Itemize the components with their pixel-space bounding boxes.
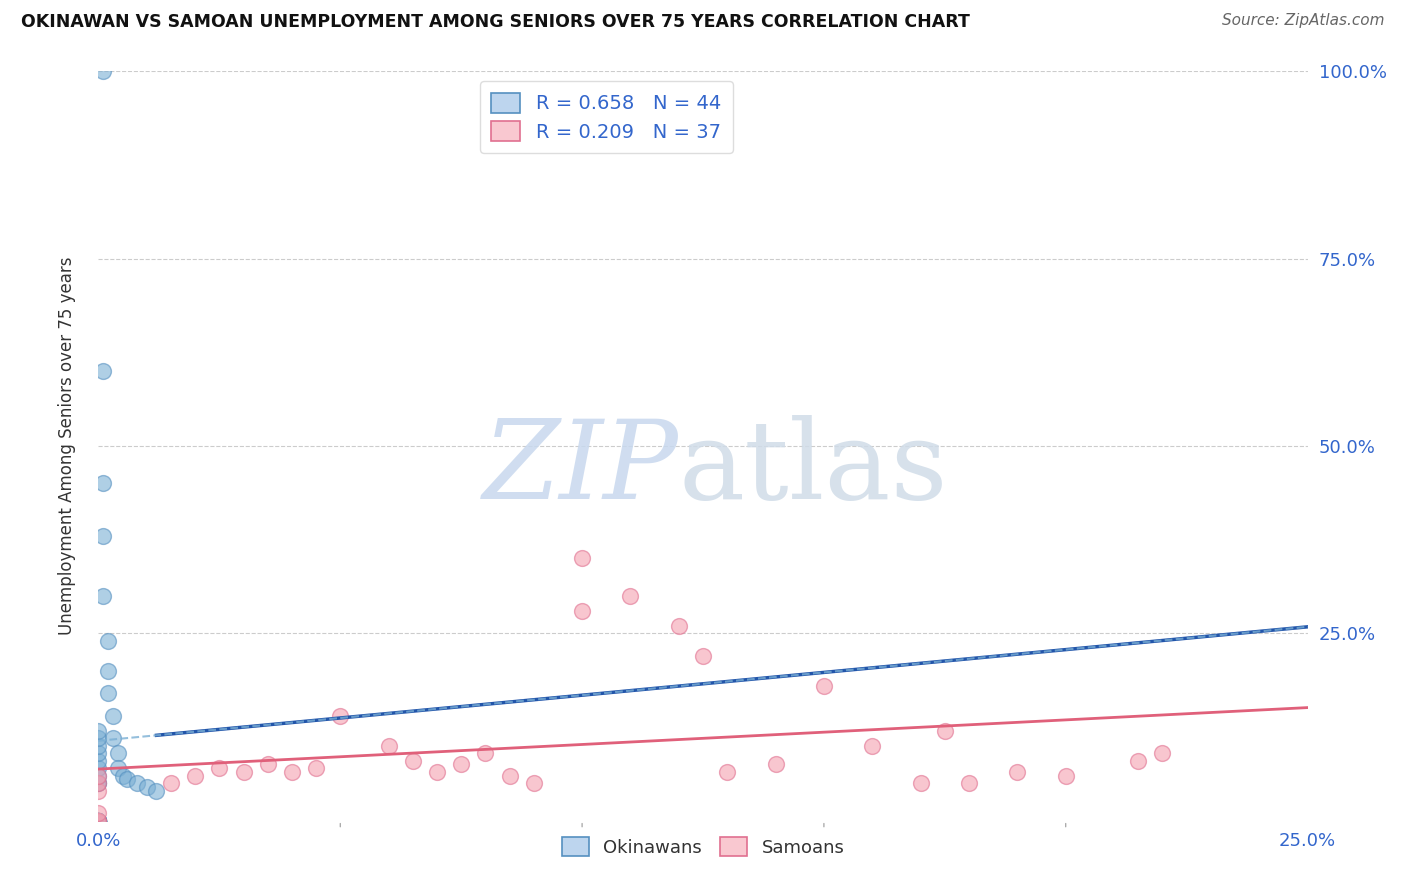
Point bbox=[1152, 746, 1174, 760]
Point bbox=[91, 529, 114, 543]
Point bbox=[619, 589, 641, 603]
Point bbox=[523, 776, 546, 790]
Point bbox=[498, 769, 520, 783]
Point bbox=[87, 814, 110, 828]
Point bbox=[87, 806, 110, 821]
Point bbox=[910, 776, 932, 790]
Point bbox=[87, 769, 110, 783]
Point bbox=[87, 814, 110, 828]
Point bbox=[957, 776, 980, 790]
Text: OKINAWAN VS SAMOAN UNEMPLOYMENT AMONG SENIORS OVER 75 YEARS CORRELATION CHART: OKINAWAN VS SAMOAN UNEMPLOYMENT AMONG SE… bbox=[21, 13, 970, 31]
Point bbox=[87, 814, 110, 828]
Point bbox=[87, 814, 110, 828]
Point bbox=[934, 723, 956, 738]
Point bbox=[87, 776, 110, 790]
Point bbox=[87, 814, 110, 828]
Point bbox=[305, 761, 328, 775]
Point bbox=[111, 769, 134, 783]
Point bbox=[281, 764, 304, 779]
Point bbox=[87, 814, 110, 828]
Point bbox=[101, 708, 124, 723]
Point bbox=[117, 772, 139, 787]
Text: atlas: atlas bbox=[679, 415, 949, 522]
Point bbox=[87, 814, 110, 828]
Point bbox=[87, 814, 110, 828]
Point bbox=[692, 648, 714, 663]
Point bbox=[87, 814, 110, 828]
Point bbox=[450, 757, 472, 772]
Point bbox=[1128, 754, 1150, 768]
Point bbox=[571, 551, 593, 566]
Point bbox=[107, 761, 129, 775]
Text: ZIP: ZIP bbox=[482, 415, 679, 522]
Point bbox=[87, 731, 110, 746]
Point bbox=[87, 776, 110, 790]
Point bbox=[87, 814, 110, 828]
Point bbox=[87, 814, 110, 828]
Point bbox=[377, 739, 399, 753]
Point bbox=[87, 739, 110, 753]
Point bbox=[160, 776, 183, 790]
Point bbox=[97, 664, 120, 678]
Point bbox=[87, 761, 110, 775]
Point bbox=[135, 780, 157, 794]
Point bbox=[1007, 764, 1029, 779]
Point bbox=[87, 754, 110, 768]
Point bbox=[145, 783, 167, 797]
Point bbox=[232, 764, 254, 779]
Point bbox=[668, 619, 690, 633]
Point bbox=[329, 708, 352, 723]
Point bbox=[813, 679, 835, 693]
Point bbox=[97, 686, 120, 700]
Point bbox=[860, 739, 883, 753]
Point bbox=[184, 769, 207, 783]
Point bbox=[87, 783, 110, 797]
Point bbox=[571, 604, 593, 618]
Point bbox=[91, 589, 114, 603]
Point bbox=[91, 64, 114, 78]
Point bbox=[87, 814, 110, 828]
Text: Source: ZipAtlas.com: Source: ZipAtlas.com bbox=[1222, 13, 1385, 29]
Point bbox=[127, 776, 149, 790]
Y-axis label: Unemployment Among Seniors over 75 years: Unemployment Among Seniors over 75 years bbox=[58, 257, 76, 635]
Point bbox=[91, 364, 114, 378]
Point bbox=[91, 476, 114, 491]
Legend: Okinawans, Samoans: Okinawans, Samoans bbox=[554, 830, 852, 864]
Point bbox=[87, 814, 110, 828]
Point bbox=[87, 723, 110, 738]
Point bbox=[716, 764, 738, 779]
Point bbox=[426, 764, 449, 779]
Point bbox=[1054, 769, 1077, 783]
Point bbox=[87, 814, 110, 828]
Point bbox=[474, 746, 496, 760]
Point bbox=[208, 761, 231, 775]
Point bbox=[87, 814, 110, 828]
Point bbox=[87, 814, 110, 828]
Point bbox=[87, 814, 110, 828]
Point bbox=[765, 757, 787, 772]
Point bbox=[87, 769, 110, 783]
Point bbox=[87, 814, 110, 828]
Point bbox=[87, 814, 110, 828]
Point bbox=[101, 731, 124, 746]
Point bbox=[256, 757, 278, 772]
Point bbox=[97, 633, 120, 648]
Point bbox=[402, 754, 425, 768]
Point bbox=[87, 746, 110, 760]
Point bbox=[87, 814, 110, 828]
Point bbox=[107, 746, 129, 760]
Point bbox=[87, 776, 110, 790]
